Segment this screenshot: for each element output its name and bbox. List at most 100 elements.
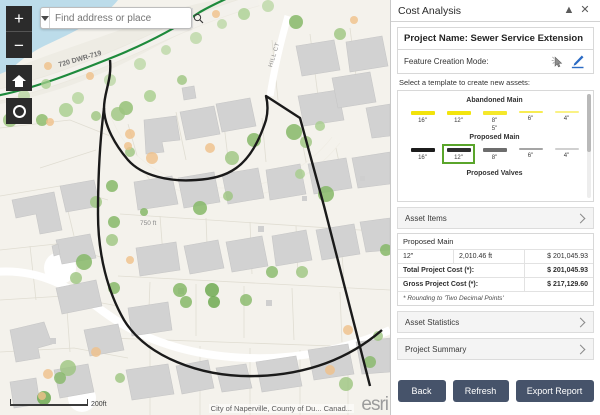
panel-title: Cost Analysis <box>398 4 462 17</box>
template-swatch <box>518 111 543 113</box>
search-input[interactable] <box>50 8 192 28</box>
template-size-label: 12" <box>454 155 463 161</box>
template-swatch <box>410 111 435 115</box>
table-row-gross: Gross Project Cost (*): $ 217,129.60 <box>398 278 593 292</box>
drawn-sewer-main <box>102 59 372 387</box>
panel-footer: Back Refresh Export Report <box>391 373 600 415</box>
zoom-out-button[interactable]: − <box>6 32 32 58</box>
template-item-abandoned-12[interactable]: 12" <box>442 107 475 127</box>
total-project-cost-label: Total Project Cost (*): <box>398 264 525 277</box>
feature-creation-mode-label: Feature Creation Mode: <box>404 57 489 66</box>
accordion-asset-statistics-label: Asset Statistics <box>405 317 460 327</box>
table-row-total: Total Project Cost (*): $ 201,045.93 <box>398 264 593 278</box>
template-swatch <box>554 111 579 113</box>
search-submit-button[interactable] <box>192 8 204 28</box>
cost-table-note: * Rounding to 'Two Decimal Points' <box>403 295 504 302</box>
select-template-label: Select a template to create new assets: <box>399 78 530 87</box>
template-size-label: 16" <box>418 118 427 124</box>
template-size-label: 6" <box>527 116 534 122</box>
template-size-label: 4" <box>563 116 570 122</box>
template-item-proposed-12[interactable]: 12" <box>442 144 475 164</box>
template-item-abandoned-6[interactable]: 6" <box>514 107 547 127</box>
template-size-label: 6" <box>527 153 534 159</box>
home-icon <box>12 75 26 87</box>
cost-row-size: 12" <box>398 250 454 263</box>
chevron-down-icon <box>41 15 49 21</box>
map-canvas[interactable]: 720 DWR-719 750 ft HILL CT + − <box>0 0 390 415</box>
scale-bar: 200ft <box>10 399 107 408</box>
template-size-label: 8" <box>491 118 498 124</box>
export-report-button[interactable]: Export Report <box>515 380 594 402</box>
select-cursor-icon <box>551 55 562 67</box>
accordion-asset-statistics[interactable]: Asset Statistics <box>397 311 594 333</box>
scale-bar-line <box>10 399 88 406</box>
template-swatch <box>446 111 471 115</box>
gross-project-cost-value: $ 217,129.60 <box>547 281 588 288</box>
gross-project-cost-label: Gross Project Cost (*): <box>398 278 525 291</box>
scale-bar-label: 200ft <box>91 401 107 408</box>
feature-creation-mode-row: Feature Creation Mode: <box>397 49 594 74</box>
template-item-proposed-4[interactable]: 4" <box>550 144 583 164</box>
locate-button[interactable] <box>6 98 32 124</box>
template-swatch <box>482 148 507 152</box>
template-item-proposed-8[interactable]: 8" <box>478 144 511 164</box>
chevron-right-icon <box>575 344 586 354</box>
template-swatch <box>446 148 471 152</box>
drawn-sewer-main-lower <box>96 107 383 378</box>
template-item-proposed-16[interactable]: 16" <box>406 144 439 164</box>
select-cursor-button[interactable] <box>547 55 567 69</box>
esri-logo: esri <box>361 394 389 415</box>
map-controls: + − <box>6 6 32 124</box>
total-project-cost-value: $ 201,045.93 <box>547 267 588 274</box>
template-item-abandoned-8[interactable]: 8" <box>478 107 511 127</box>
template-group-title-proposed-valves: Proposed Valves <box>466 170 523 177</box>
template-group-title-proposed-main: Proposed Main <box>469 134 520 141</box>
zoom-control-group: + − <box>6 6 32 58</box>
chevron-right-icon <box>575 317 586 327</box>
accordion-asset-items-label: Asset Items <box>405 213 447 223</box>
map-label-elevation: 750 ft <box>140 220 157 227</box>
template-item-abandoned-4[interactable]: 4" <box>550 107 583 127</box>
collapse-icon[interactable]: ▲ <box>563 4 575 16</box>
template-item-proposed-6[interactable]: 6" <box>514 144 547 164</box>
home-control-group <box>6 65 32 91</box>
search-icon <box>193 13 204 23</box>
template-swatch <box>554 148 579 150</box>
back-button[interactable]: Back <box>397 380 446 402</box>
project-name: Project Name: Sewer Service Extension <box>397 27 594 49</box>
esri-logo-text: esri <box>361 394 389 415</box>
template-row-abandoned-main: 16" 12" 8" 6" <box>404 107 585 127</box>
template-scrollbar-thumb[interactable] <box>587 94 591 152</box>
locate-icon <box>12 104 26 118</box>
accordion-project-summary[interactable]: Project Summary <box>397 338 594 360</box>
template-gallery[interactable]: Abandoned Main 16" 12" 8" <box>397 90 594 202</box>
panel-header: Cost Analysis ▲ ✕ <box>391 0 600 22</box>
template-swatch <box>410 148 435 152</box>
template-size-label: 12" <box>454 118 463 124</box>
cost-row-length: 2,010.46 ft <box>454 250 525 263</box>
home-button[interactable] <box>6 65 32 91</box>
template-item-abandoned-16[interactable]: 16" <box>406 107 439 127</box>
template-swatch <box>482 111 507 115</box>
template-swatch <box>518 148 543 150</box>
map-attribution: City of Naperville, County of Du... Cana… <box>208 404 354 413</box>
panel-body: Project Name: Sewer Service Extension Fe… <box>391 22 600 373</box>
cost-table: Proposed Main 12" 2,010.46 ft $ 201,045.… <box>397 233 594 306</box>
cost-table-section-header: Proposed Main <box>398 234 593 250</box>
pencil-icon <box>571 55 583 69</box>
zoom-in-button[interactable]: + <box>6 6 32 32</box>
template-size-label: 8" <box>491 155 498 161</box>
close-icon[interactable]: ✕ <box>580 4 590 16</box>
template-group-title-abandoned-main: Abandoned Main <box>466 97 523 104</box>
accordion-asset-items[interactable]: Asset Items <box>397 207 594 229</box>
basemap-graphics <box>0 0 390 415</box>
cost-analysis-panel: Cost Analysis ▲ ✕ Project Name: Sewer Se… <box>390 0 600 415</box>
accordion-project-summary-label: Project Summary <box>405 344 467 354</box>
edit-pencil-button[interactable] <box>567 54 587 69</box>
template-size-label: 4" <box>563 153 570 159</box>
search-widget <box>40 7 204 29</box>
table-row: 12" 2,010.46 ft $ 201,045.93 <box>398 250 593 264</box>
refresh-button[interactable]: Refresh <box>452 380 509 402</box>
search-source-dropdown[interactable] <box>41 8 50 28</box>
